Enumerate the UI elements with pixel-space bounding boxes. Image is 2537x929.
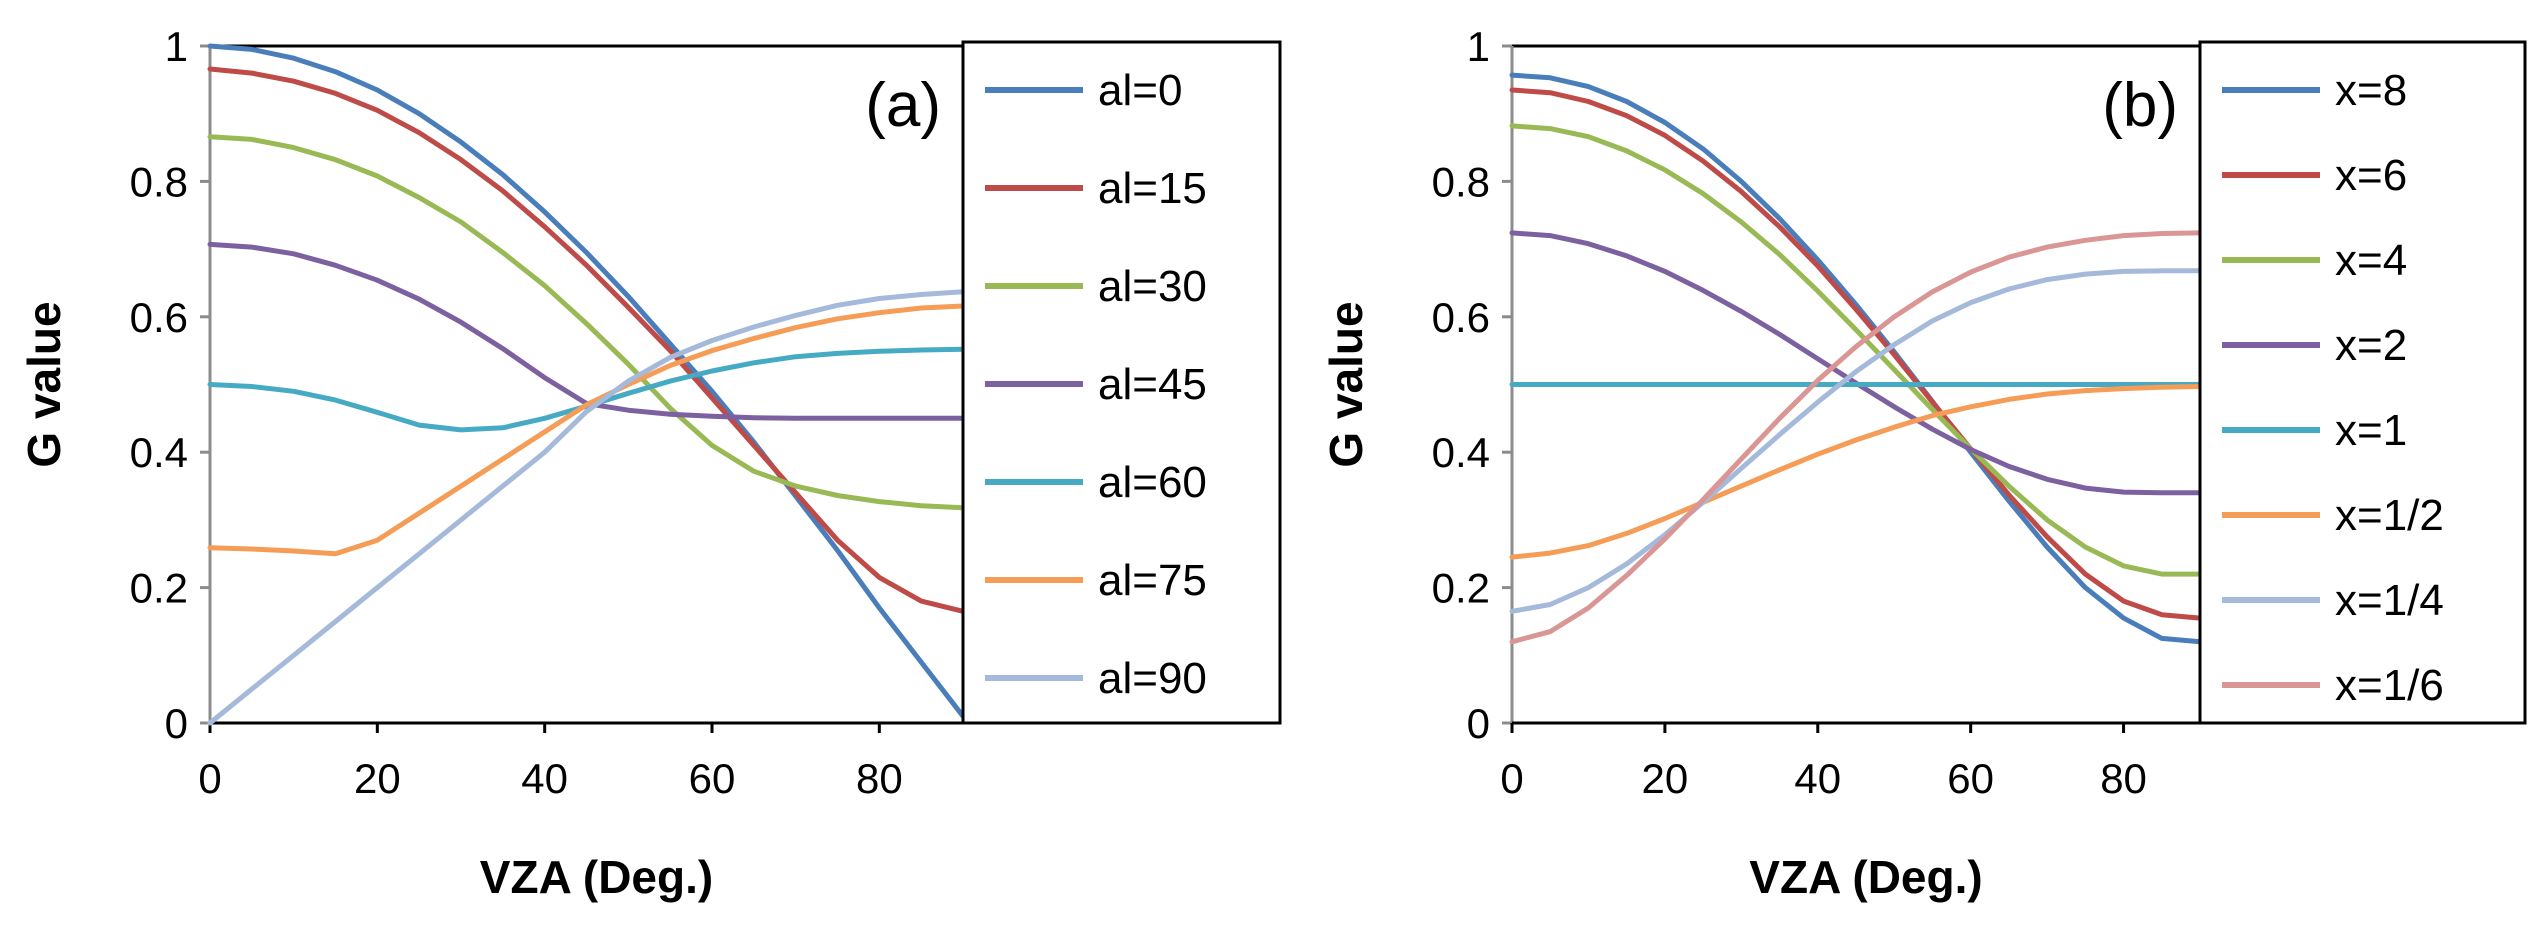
- x-tick-label: 20: [1642, 755, 1689, 802]
- x-tick-label: 20: [354, 755, 401, 802]
- y-tick-label: 0.4: [1432, 429, 1490, 476]
- y-tick-label: 1: [165, 23, 188, 70]
- y-tick-label: 0: [165, 700, 188, 747]
- series-line-al-0: [207, 43, 966, 719]
- y-tick-label: 0.2: [130, 565, 188, 612]
- panel-label: (b): [2102, 71, 2178, 140]
- x-tick-label: 80: [856, 755, 903, 802]
- legend-label: x=2: [2335, 321, 2407, 370]
- legend-box: [2198, 40, 2527, 725]
- series-line-al-90: [207, 289, 966, 726]
- x-tick-label: 40: [521, 755, 568, 802]
- legend-label: x=1: [2335, 406, 2407, 455]
- series-line-x-4: [1509, 123, 2203, 577]
- x-tick-label: 60: [1947, 755, 1994, 802]
- y-tick-label: 0.6: [1432, 294, 1490, 341]
- y-tick-label: 1: [1467, 23, 1490, 70]
- y-tick-label: 0: [1467, 700, 1490, 747]
- legend-label: al=45: [1098, 360, 1207, 409]
- x-tick-label: 0: [1500, 755, 1523, 802]
- series-line-x-1-4: [1509, 268, 2203, 614]
- x-tick-label: 60: [689, 755, 736, 802]
- x-axis-title: VZA (Deg.): [1749, 851, 1982, 903]
- legend-label: al=0: [1098, 66, 1182, 115]
- x-tick-label: 0: [198, 755, 221, 802]
- y-tick-label: 0.4: [130, 429, 188, 476]
- legend-label: al=90: [1098, 654, 1207, 703]
- legend-label: x=1/4: [2335, 576, 2444, 625]
- legend-label: al=60: [1098, 458, 1207, 507]
- legend-label: al=30: [1098, 262, 1207, 311]
- panel-label: (a): [865, 71, 941, 140]
- legend-label: x=8: [2335, 66, 2407, 115]
- legend-label: al=15: [1098, 164, 1207, 213]
- panel-b: 0 0.2 0.4 0.6 0.8 1 0 20 40 60 80 VZA (Deg.) G value…: [1320, 23, 2527, 903]
- series-line-x-6: [1509, 87, 2203, 621]
- series-line-x-1-2: [1509, 384, 2203, 560]
- legend-label: x=1/6: [2335, 661, 2444, 710]
- series-line-al-75: [207, 303, 966, 557]
- legend-label: al=75: [1098, 556, 1207, 605]
- legend-label: x=6: [2335, 151, 2407, 200]
- x-tick-label: 80: [2100, 755, 2147, 802]
- panel-a: 0 0.2 0.4 0.6 0.8 1 0 20 40 60 80 VZA (Deg.) G value…: [18, 23, 1282, 903]
- y-axis-title: G value: [1320, 301, 1372, 467]
- x-tick-label: 40: [1794, 755, 1841, 802]
- legend-label: x=1/2: [2335, 491, 2444, 540]
- series-line-al-15: [207, 66, 966, 614]
- y-tick-label: 0.8: [1432, 158, 1490, 205]
- x-axis-title: VZA (Deg.): [480, 851, 713, 903]
- y-axis-title: G value: [18, 301, 70, 467]
- series-line-x-8: [1509, 72, 2203, 645]
- series-line-al-30: [207, 134, 966, 511]
- y-tick-label: 0.8: [130, 158, 188, 205]
- y-tick-label: 0.6: [130, 294, 188, 341]
- legend-label: x=4: [2335, 236, 2407, 285]
- y-tick-label: 0.2: [1432, 565, 1490, 612]
- series-line-x-1-6: [1509, 230, 2203, 645]
